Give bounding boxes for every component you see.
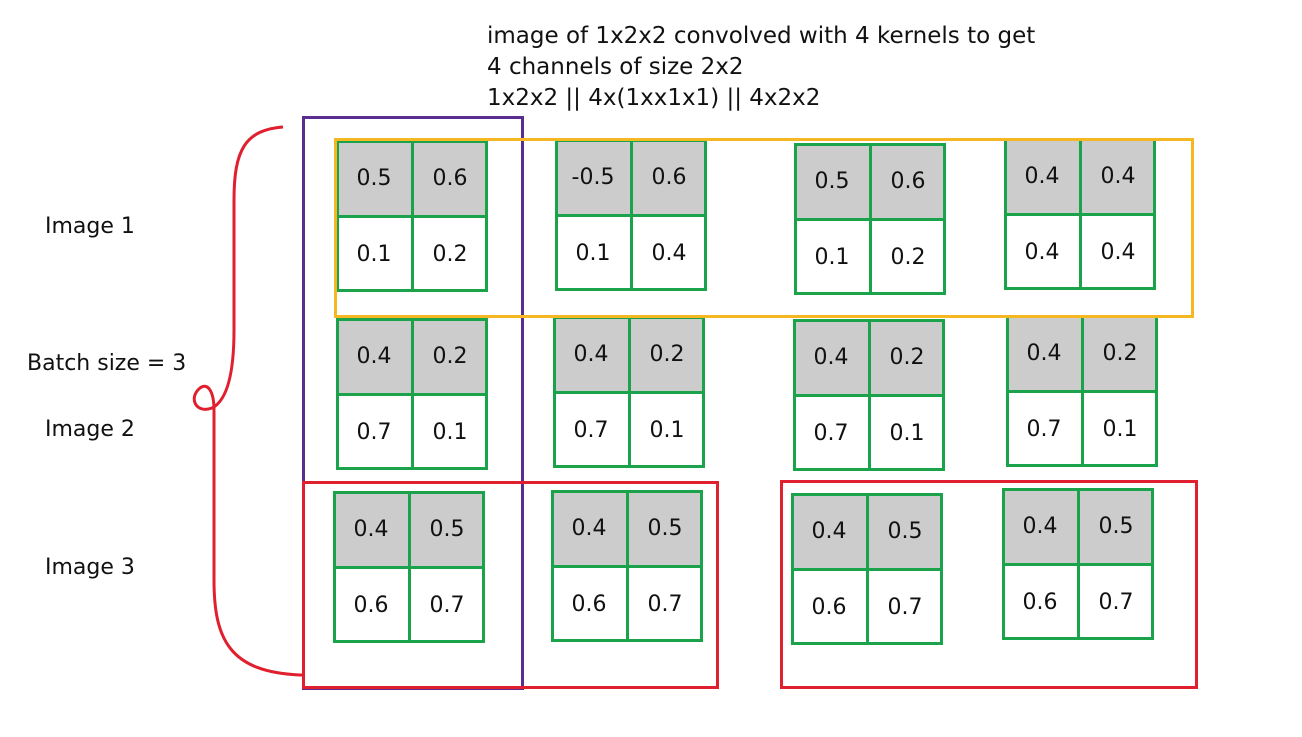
grid-cell: 0.5 (867, 493, 943, 569)
channel-grid-image-1-kernel-2 (555, 139, 707, 291)
grid-cell: 0.2 (432, 241, 468, 267)
grid-cell: 0.6 (811, 594, 847, 620)
grid-cell: 0.2 (1082, 315, 1158, 391)
grid-cell: 0.4 (651, 240, 687, 266)
grid-cell: 0.6 (631, 139, 707, 215)
channel-grid-image-1-kernel-4 (1004, 138, 1156, 290)
grid-cell: 0.5 (409, 491, 485, 567)
grid-cell: 0.4 (793, 319, 869, 395)
grid-cell: 0.1 (649, 417, 685, 443)
channel-grid-image-2-kernel-3 (793, 319, 945, 471)
grid-cell: 0.7 (887, 594, 923, 620)
channel-grid-image-1-kernel-1 (336, 140, 488, 292)
grid-cell: 0.1 (432, 419, 468, 445)
label-batch-size: Batch size = 3 (27, 351, 187, 376)
grid-divider-horizontal (336, 565, 482, 569)
grid-cell: 0.6 (1022, 589, 1058, 615)
grid-divider-horizontal (797, 217, 943, 221)
note-line-3: 1x2x2 || 4x(1xx1x1) || 4x2x2 (487, 85, 821, 111)
grid-cell: 0.6 (353, 592, 389, 618)
channel-grid-image-3-kernel-3 (791, 493, 943, 645)
grid-divider-horizontal (339, 392, 485, 396)
grid-cell: 0.4 (553, 316, 629, 392)
grid-cell: 0.5 (794, 143, 870, 219)
grid-divider-horizontal (554, 564, 700, 568)
note-line-2: 4 channels of size 2x2 (487, 54, 744, 80)
grid-divider-horizontal (794, 567, 940, 571)
grid-cell: 0.7 (429, 592, 465, 618)
grid-cell: 0.6 (870, 143, 946, 219)
grid-cell: 0.4 (791, 493, 867, 569)
grid-cell: 0.1 (356, 241, 392, 267)
label-image-3: Image 3 (45, 555, 135, 580)
channel-grid-image-2-kernel-1 (336, 318, 488, 470)
channel-grid-image-3-kernel-2 (551, 490, 703, 642)
grid-cell: 0.2 (412, 318, 488, 394)
channel-grid-image-2-kernel-4 (1006, 315, 1158, 467)
grid-cell: 0.4 (551, 490, 627, 566)
grid-cell: 0.7 (813, 420, 849, 446)
grid-cell: 0.7 (647, 591, 683, 617)
grid-cell: 0.4 (1100, 239, 1136, 265)
grid-cell: 0.5 (627, 490, 703, 566)
grid-cell: 0.4 (1002, 488, 1078, 564)
grid-cell: -0.5 (555, 139, 631, 215)
grid-divider-horizontal (1007, 212, 1153, 216)
channel-grid-image-1-kernel-3 (794, 143, 946, 295)
grid-cell: 0.4 (1024, 239, 1060, 265)
grid-cell: 0.2 (869, 319, 945, 395)
grid-divider-horizontal (1009, 389, 1155, 393)
grid-divider-horizontal (796, 393, 942, 397)
channel-grid-image-3-kernel-4 (1002, 488, 1154, 640)
label-image-1: Image 1 (45, 214, 135, 239)
grid-cell: 0.1 (1102, 416, 1138, 442)
grid-cell: 0.1 (889, 420, 925, 446)
grid-cell: 0.2 (890, 244, 926, 270)
channel-grid-image-3-kernel-1 (333, 491, 485, 643)
grid-cell: 0.6 (412, 140, 488, 216)
grid-divider-horizontal (558, 213, 704, 217)
grid-cell: 0.4 (333, 491, 409, 567)
grid-cell: 0.6 (571, 591, 607, 617)
grid-cell: 0.7 (573, 417, 609, 443)
grid-cell: 0.7 (356, 419, 392, 445)
grid-divider-horizontal (339, 214, 485, 218)
grid-divider-horizontal (556, 390, 702, 394)
grid-cell: 0.1 (575, 240, 611, 266)
grid-cell: 0.5 (336, 140, 412, 216)
grid-cell: 0.7 (1098, 589, 1134, 615)
grid-cell: 0.4 (336, 318, 412, 394)
brace-path (192, 125, 302, 677)
grid-cell: 0.4 (1006, 315, 1082, 391)
grid-cell: 0.7 (1026, 416, 1062, 442)
grid-cell: 0.4 (1080, 138, 1156, 214)
grid-divider-horizontal (1005, 562, 1151, 566)
grid-cell: 0.5 (1078, 488, 1154, 564)
grid-cell: 0.2 (629, 316, 705, 392)
grid-cell: 0.4 (1004, 138, 1080, 214)
channel-grid-image-2-kernel-2 (553, 316, 705, 468)
note-line-1: image of 1x2x2 convolved with 4 kernels … (487, 23, 1036, 49)
grid-cell: 0.1 (814, 244, 850, 270)
label-image-2: Image 2 (45, 417, 135, 442)
